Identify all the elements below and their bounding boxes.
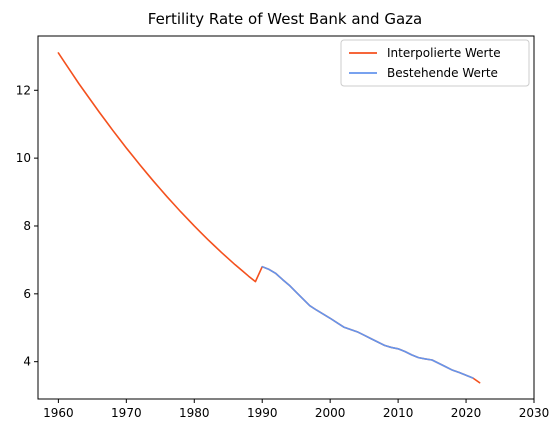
legend-box bbox=[340, 39, 530, 87]
x-tick-label: 1990 bbox=[247, 406, 278, 420]
x-tick-label: 1960 bbox=[43, 406, 74, 420]
legend: Interpolierte Werte Bestehende Werte bbox=[340, 39, 530, 87]
legend-label-1: Interpolierte Werte bbox=[387, 46, 501, 60]
y-tick-label: 4 bbox=[23, 355, 31, 369]
x-tick-label: 2010 bbox=[383, 406, 414, 420]
y-tick-label: 10 bbox=[16, 151, 31, 165]
y-tick-label: 6 bbox=[23, 287, 31, 301]
x-tick-label: 2030 bbox=[519, 406, 550, 420]
x-tick-label: 1970 bbox=[111, 406, 142, 420]
x-tick-label: 2000 bbox=[315, 406, 346, 420]
chart-title: Fertility Rate of West Bank and Gaza bbox=[148, 10, 422, 28]
axes-layer: 1960 1970 1980 1990 2000 2010 2020 2030 4 6 8 10 12 bbox=[16, 35, 550, 420]
plot-area bbox=[38, 36, 534, 399]
y-tick-label: 8 bbox=[23, 219, 31, 233]
x-tick-label: 2020 bbox=[451, 406, 482, 420]
x-tick-label: 1980 bbox=[179, 406, 210, 420]
series-layer bbox=[57, 52, 481, 384]
y-tick-label: 12 bbox=[16, 83, 31, 97]
legend-label-2: Bestehende Werte bbox=[387, 66, 498, 80]
axes-frame bbox=[37, 35, 535, 400]
series-line-2 bbox=[261, 265, 474, 379]
